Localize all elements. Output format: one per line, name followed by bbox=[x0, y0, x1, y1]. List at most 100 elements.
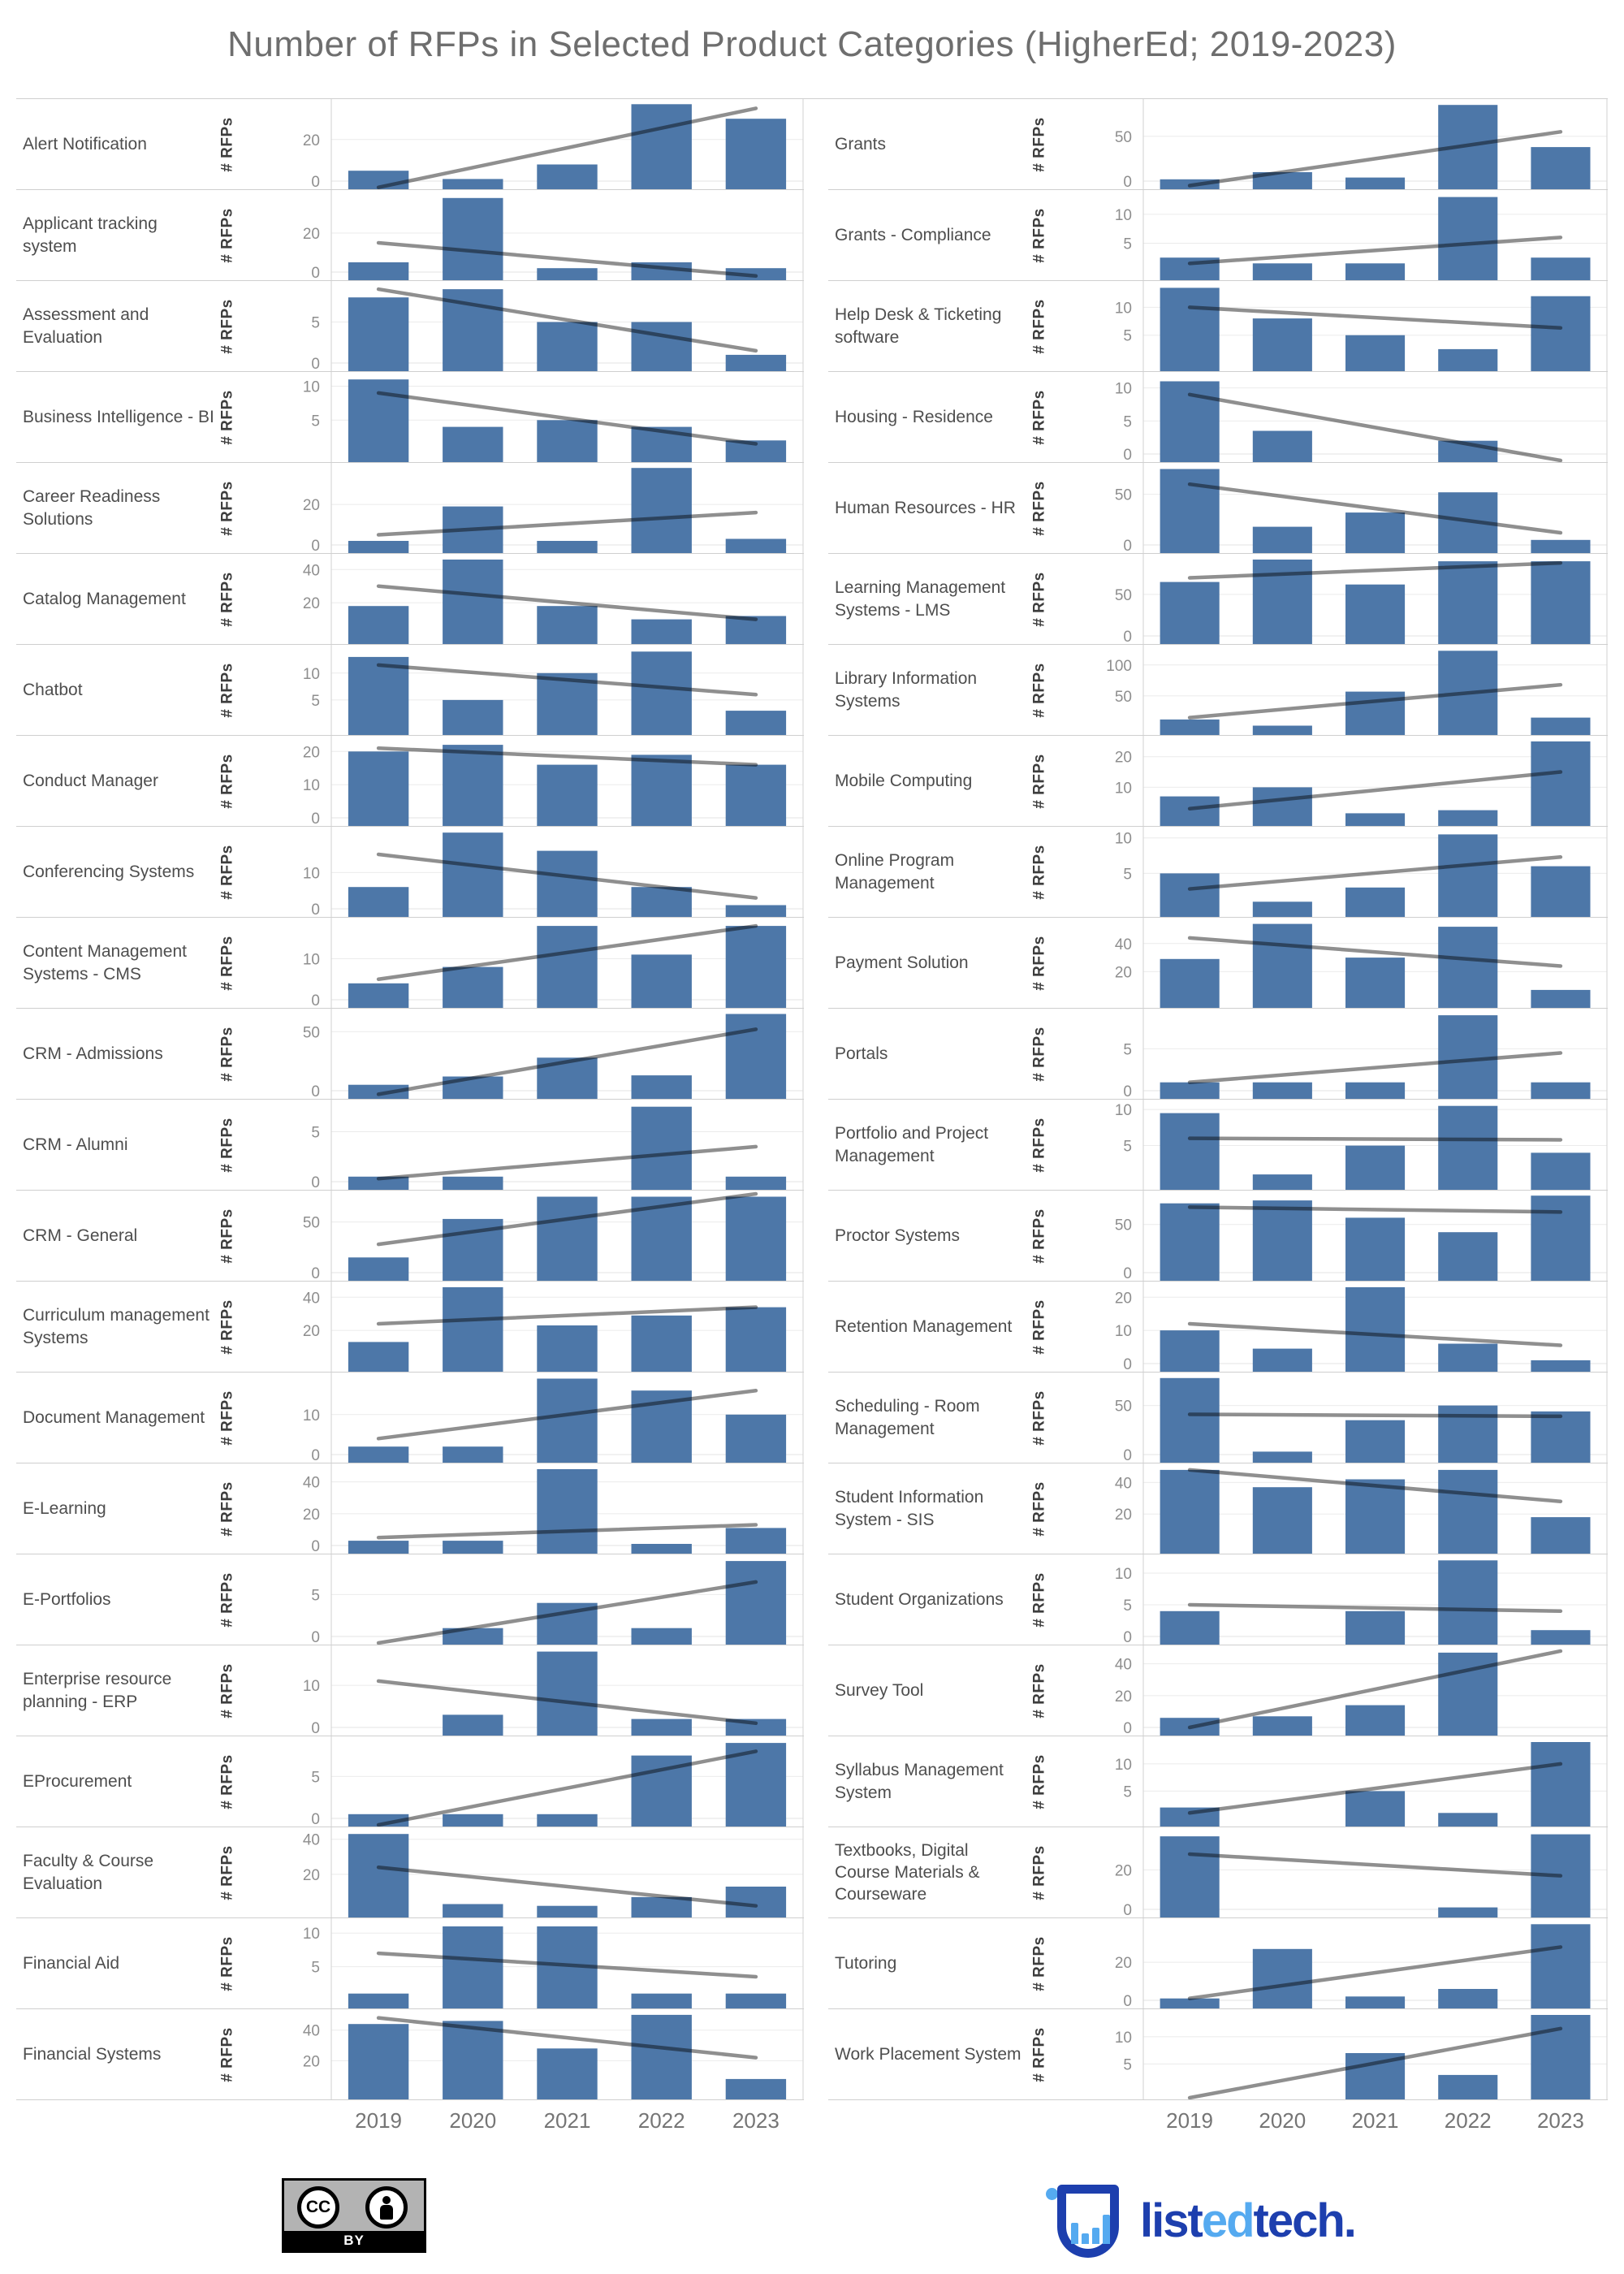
bar-2021[interactable] bbox=[1345, 335, 1406, 371]
bar-2023[interactable] bbox=[725, 1561, 787, 1645]
bar-2021[interactable] bbox=[1345, 263, 1406, 280]
bar-2021[interactable] bbox=[1345, 177, 1406, 189]
bar-2021[interactable] bbox=[1345, 512, 1406, 553]
bar-2022[interactable] bbox=[631, 1075, 692, 1099]
bar-2022[interactable] bbox=[1438, 810, 1498, 826]
bar-2020[interactable] bbox=[1252, 430, 1312, 463]
bar-2021[interactable] bbox=[537, 2048, 598, 2099]
bar-2020[interactable] bbox=[1252, 1948, 1312, 2008]
bar-2022[interactable] bbox=[631, 754, 692, 826]
bar-2019[interactable] bbox=[1160, 719, 1220, 735]
bar-chart-panel[interactable]: 05 bbox=[242, 1100, 804, 1190]
bar-2021[interactable] bbox=[1345, 584, 1406, 644]
bar-2022[interactable] bbox=[631, 1315, 692, 1372]
bar-2020[interactable] bbox=[443, 560, 503, 644]
bar-2019[interactable] bbox=[1160, 1330, 1220, 1372]
bar-2019[interactable] bbox=[1160, 1082, 1220, 1099]
bar-2022[interactable] bbox=[631, 1896, 692, 1917]
bar-2020[interactable] bbox=[1252, 1174, 1312, 1190]
bar-2020[interactable] bbox=[443, 966, 503, 1008]
bar-chart-panel[interactable]: 0 10 bbox=[242, 918, 804, 1008]
bar-2020[interactable] bbox=[1252, 1451, 1312, 1463]
bar-2019[interactable] bbox=[1160, 1469, 1220, 1554]
bar-2020[interactable] bbox=[443, 1541, 503, 1554]
bar-2023[interactable] bbox=[1531, 1360, 1591, 1372]
bar-2019[interactable] bbox=[1160, 1113, 1220, 1190]
bar-chart-panel[interactable]: 0 10 bbox=[242, 1373, 804, 1463]
bar-2023[interactable] bbox=[725, 119, 787, 189]
bar-2020[interactable] bbox=[1252, 1200, 1312, 1281]
bar-2022[interactable] bbox=[1438, 1105, 1498, 1190]
bar-2023[interactable] bbox=[1531, 989, 1591, 1008]
bar-2021[interactable] bbox=[1345, 1705, 1406, 1736]
bar-2022[interactable] bbox=[631, 1628, 692, 1645]
bar-2019[interactable] bbox=[1160, 873, 1220, 917]
bar-2021[interactable] bbox=[537, 541, 598, 553]
bar-2021[interactable] bbox=[537, 850, 598, 917]
bar-chart-panel[interactable]: 0 10 20 bbox=[1054, 1282, 1608, 1372]
bar-2019[interactable] bbox=[348, 656, 409, 735]
bar-chart-panel[interactable]: 05 bbox=[1054, 1009, 1608, 1099]
bar-2021[interactable] bbox=[537, 1378, 598, 1463]
bar-2023[interactable] bbox=[725, 905, 787, 918]
bar-chart-panel[interactable]: 50 100 bbox=[1054, 645, 1608, 735]
bar-chart-panel[interactable]: 0 20 40 bbox=[242, 1463, 804, 1554]
bar-chart-panel[interactable]: 0 20 bbox=[242, 99, 804, 189]
bar-2019[interactable] bbox=[348, 1084, 409, 1099]
bar-2019[interactable] bbox=[348, 606, 409, 644]
bar-chart-panel[interactable]: 0 50 bbox=[1054, 554, 1608, 644]
bar-2023[interactable] bbox=[1531, 1195, 1591, 1281]
bar-2020[interactable] bbox=[443, 2021, 503, 2099]
bar-2020[interactable] bbox=[443, 426, 503, 462]
bar-2022[interactable] bbox=[1438, 1232, 1498, 1281]
bar-2020[interactable] bbox=[443, 832, 503, 917]
bar-2021[interactable] bbox=[537, 1814, 598, 1827]
bar-2020[interactable] bbox=[1252, 1716, 1312, 1736]
bar-chart-panel[interactable]: 0 50 bbox=[242, 1009, 804, 1099]
bar-2019[interactable] bbox=[348, 983, 409, 1008]
bar-2023[interactable] bbox=[1531, 1082, 1591, 1099]
bar-2021[interactable] bbox=[537, 926, 598, 1008]
bar-2019[interactable] bbox=[348, 297, 409, 371]
bar-2020[interactable] bbox=[1252, 901, 1312, 917]
bar-2021[interactable] bbox=[1345, 1479, 1406, 1554]
bar-2023[interactable] bbox=[725, 1993, 787, 2008]
bar-2023[interactable] bbox=[725, 764, 787, 826]
bar-2020[interactable] bbox=[443, 1814, 503, 1827]
bar-2022[interactable] bbox=[1438, 561, 1498, 644]
bar-2021[interactable] bbox=[1345, 1217, 1406, 1281]
bar-2022[interactable] bbox=[1438, 197, 1498, 280]
bar-2021[interactable] bbox=[1345, 1145, 1406, 1190]
bar-2023[interactable] bbox=[1531, 1924, 1591, 2008]
bar-chart-panel[interactable]: 0 5 10 bbox=[1054, 372, 1608, 462]
bar-2020[interactable] bbox=[1252, 787, 1312, 826]
bar-2023[interactable] bbox=[725, 926, 787, 1008]
bar-2020[interactable] bbox=[443, 1176, 503, 1190]
bar-2020[interactable] bbox=[1252, 923, 1312, 1008]
bar-chart-panel[interactable]: 5 10 bbox=[242, 372, 804, 462]
bar-2020[interactable] bbox=[1252, 263, 1312, 280]
bar-2019[interactable] bbox=[348, 2024, 409, 2099]
bar-2023[interactable] bbox=[725, 1196, 787, 1282]
bar-2022[interactable] bbox=[1438, 834, 1498, 917]
bar-2021[interactable] bbox=[1345, 1610, 1406, 1645]
bar-2023[interactable] bbox=[725, 354, 787, 371]
bar-2021[interactable] bbox=[537, 764, 598, 826]
bar-2019[interactable] bbox=[348, 1257, 409, 1281]
bar-chart-panel[interactable]: 0 10 bbox=[242, 1645, 804, 1736]
bar-chart-panel[interactable]: 10 20 bbox=[1054, 736, 1608, 826]
bar-2023[interactable] bbox=[725, 1014, 787, 1100]
bar-2021[interactable] bbox=[537, 1325, 598, 1372]
bar-chart-panel[interactable]: 0 20 40 bbox=[1054, 1645, 1608, 1736]
bar-2019[interactable] bbox=[348, 1993, 409, 2008]
bar-2022[interactable] bbox=[1438, 1907, 1498, 1917]
bar-chart-panel[interactable]: 0 20 bbox=[1054, 1918, 1608, 2008]
bar-2023[interactable] bbox=[1531, 741, 1591, 826]
bar-2020[interactable] bbox=[443, 1714, 503, 1736]
bar-2023[interactable] bbox=[1531, 257, 1591, 280]
